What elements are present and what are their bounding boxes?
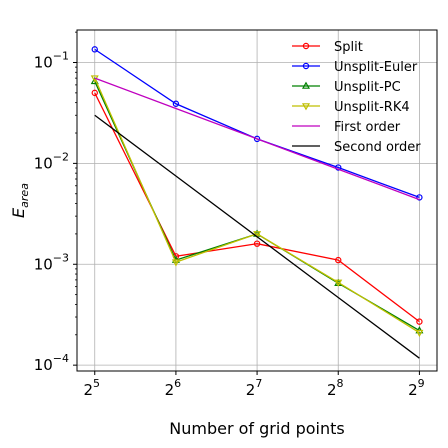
x-tick-label: 29 [408, 377, 425, 399]
y-tick-label: 10−4 [34, 352, 69, 374]
data-point-unsplit-euler [253, 135, 261, 143]
legend-label-unsplit-rk4: Unsplit-RK4 [334, 100, 410, 115]
data-point-unsplit-rk4 [171, 259, 180, 267]
x-tick-label-base: 2 [246, 381, 256, 399]
y-axis-label-base: E [9, 207, 28, 218]
legend-label-first-order: First order [334, 120, 401, 135]
x-tick-label: 25 [83, 377, 100, 399]
data-point-unsplit-euler [172, 100, 180, 107]
x-tick-label: 27 [246, 377, 263, 399]
data-point-unsplit-euler [416, 194, 423, 201]
data-point-unsplit-euler [335, 164, 342, 171]
legend-label-second-order: Second order [334, 140, 421, 155]
x-axis-label: Number of grid points [169, 419, 344, 438]
data-point-split [416, 318, 423, 325]
legend-marker-split [302, 42, 310, 50]
legend-label-split: Split [334, 40, 363, 55]
x-tick-label-exponent: 5 [93, 377, 100, 390]
x-tick-label: 26 [165, 377, 182, 399]
y-tick-label-base: 10 [34, 154, 53, 172]
x-tick-label: 28 [327, 377, 344, 399]
y-tick-label-base: 10 [34, 54, 53, 72]
y-tick-label-base: 10 [34, 255, 53, 273]
x-tick-label-base: 2 [408, 381, 418, 399]
x-tick-label-exponent: 9 [418, 377, 425, 390]
series-line-unsplit-rk4 [94, 77, 420, 334]
legend-marker-unsplit-rk4 [301, 103, 311, 111]
data-point-unsplit-rk4 [253, 231, 262, 239]
legend-item-unsplit-euler: Unsplit-Euler [292, 60, 418, 75]
y-tick-label-exponent: −3 [53, 251, 69, 264]
x-tick-label-exponent: 8 [337, 377, 344, 390]
legend-label-unsplit-pc: Unsplit-PC [334, 80, 401, 95]
legend-label-unsplit-euler: Unsplit-Euler [334, 60, 418, 75]
x-tick-label-base: 2 [83, 381, 93, 399]
data-point-unsplit-rk4 [415, 329, 424, 338]
data-point-split [335, 256, 342, 264]
legend-item-unsplit-rk4: Unsplit-RK4 [292, 100, 410, 115]
y-tick-label: 10−2 [34, 150, 69, 172]
x-tick-label-base: 2 [327, 381, 337, 399]
data-point-split [91, 89, 98, 97]
legend-marker-unsplit-pc [301, 81, 311, 89]
y-axis-label: Earea [9, 183, 31, 218]
legend-item-second-order: Second order [292, 140, 421, 155]
x-tick-label-exponent: 7 [255, 377, 262, 390]
x-tick-label-exponent: 6 [174, 377, 181, 390]
x-tick-label-base: 2 [165, 381, 175, 399]
legend-marker-unsplit-euler [302, 62, 310, 70]
legend: Split Unsplit-Euler Unsplit-PC Unsplit-RK4 F… [292, 40, 421, 155]
y-tick-label-exponent: −4 [53, 352, 69, 365]
data-point-split [253, 240, 261, 247]
y-tick-label: 10−1 [34, 50, 69, 72]
data-point-unsplit-rk4 [334, 279, 343, 287]
series-line-second-order [94, 114, 420, 359]
legend-item-unsplit-pc: Unsplit-PC [292, 80, 401, 95]
y-tick-label-base: 10 [34, 356, 53, 374]
legend-item-first-order: First order [292, 120, 401, 135]
series-line-first-order [94, 77, 420, 201]
y-tick-label: 10−3 [34, 251, 69, 273]
legend-item-split: Split [292, 40, 363, 55]
series-second-order [94, 114, 420, 359]
y-tick-label-exponent: −1 [53, 50, 69, 63]
series-layer [90, 46, 424, 359]
y-tick-label-exponent: −2 [53, 150, 69, 163]
y-axis-label-subscript: area [18, 183, 31, 208]
data-point-unsplit-euler [91, 46, 98, 53]
series-first-order [94, 77, 420, 201]
